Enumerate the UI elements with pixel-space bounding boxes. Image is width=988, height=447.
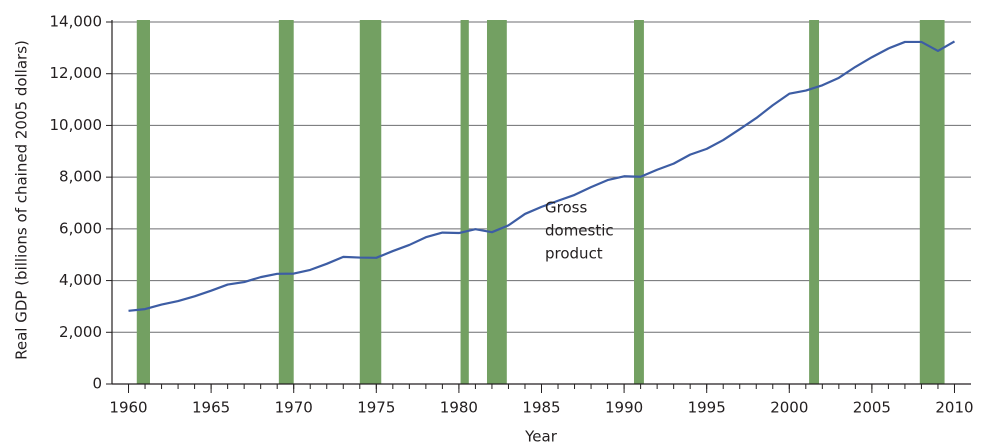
annotation: domestic: [545, 222, 614, 240]
y-tick-label: 12,000: [50, 64, 103, 82]
x-tick-label: 1970: [275, 399, 313, 417]
x-tick-label: 1995: [688, 399, 726, 417]
x-tick-label: 1965: [192, 399, 230, 417]
x-tick-label: 1980: [440, 399, 478, 417]
y-tick-label: 0: [92, 375, 102, 393]
recession-band: [486, 20, 507, 384]
y-axis-label: Real GDP (billions of chained 2005 dolla…: [13, 40, 31, 360]
y-tick-label: 14,000: [50, 13, 103, 31]
recession-band: [809, 20, 820, 384]
recession-band: [460, 20, 469, 384]
x-tick-label: 1975: [357, 399, 395, 417]
annotation: product: [545, 245, 603, 263]
gdp-line: [128, 40, 956, 312]
x-tick-label: 2010: [935, 399, 973, 417]
x-tick-label: 1990: [605, 399, 643, 417]
x-tick-label: 2005: [853, 399, 891, 417]
y-tick-label: 6,000: [59, 219, 102, 237]
recession-band: [919, 20, 945, 384]
x-tick-label: 1985: [522, 399, 560, 417]
y-tick-label: 2,000: [59, 323, 102, 341]
x-tick-label: 1960: [109, 399, 147, 417]
annotation: Gross: [545, 199, 587, 217]
y-tick-label: 4,000: [59, 271, 102, 289]
recession-band: [359, 20, 382, 384]
x-axis-label: Year: [524, 428, 558, 446]
recession-band: [278, 20, 294, 384]
y-tick-label: 10,000: [50, 116, 103, 134]
recession-band: [136, 20, 150, 384]
recession-band: [634, 20, 644, 384]
y-tick-label: 8,000: [59, 168, 102, 186]
x-tick-label: 2000: [770, 399, 808, 417]
